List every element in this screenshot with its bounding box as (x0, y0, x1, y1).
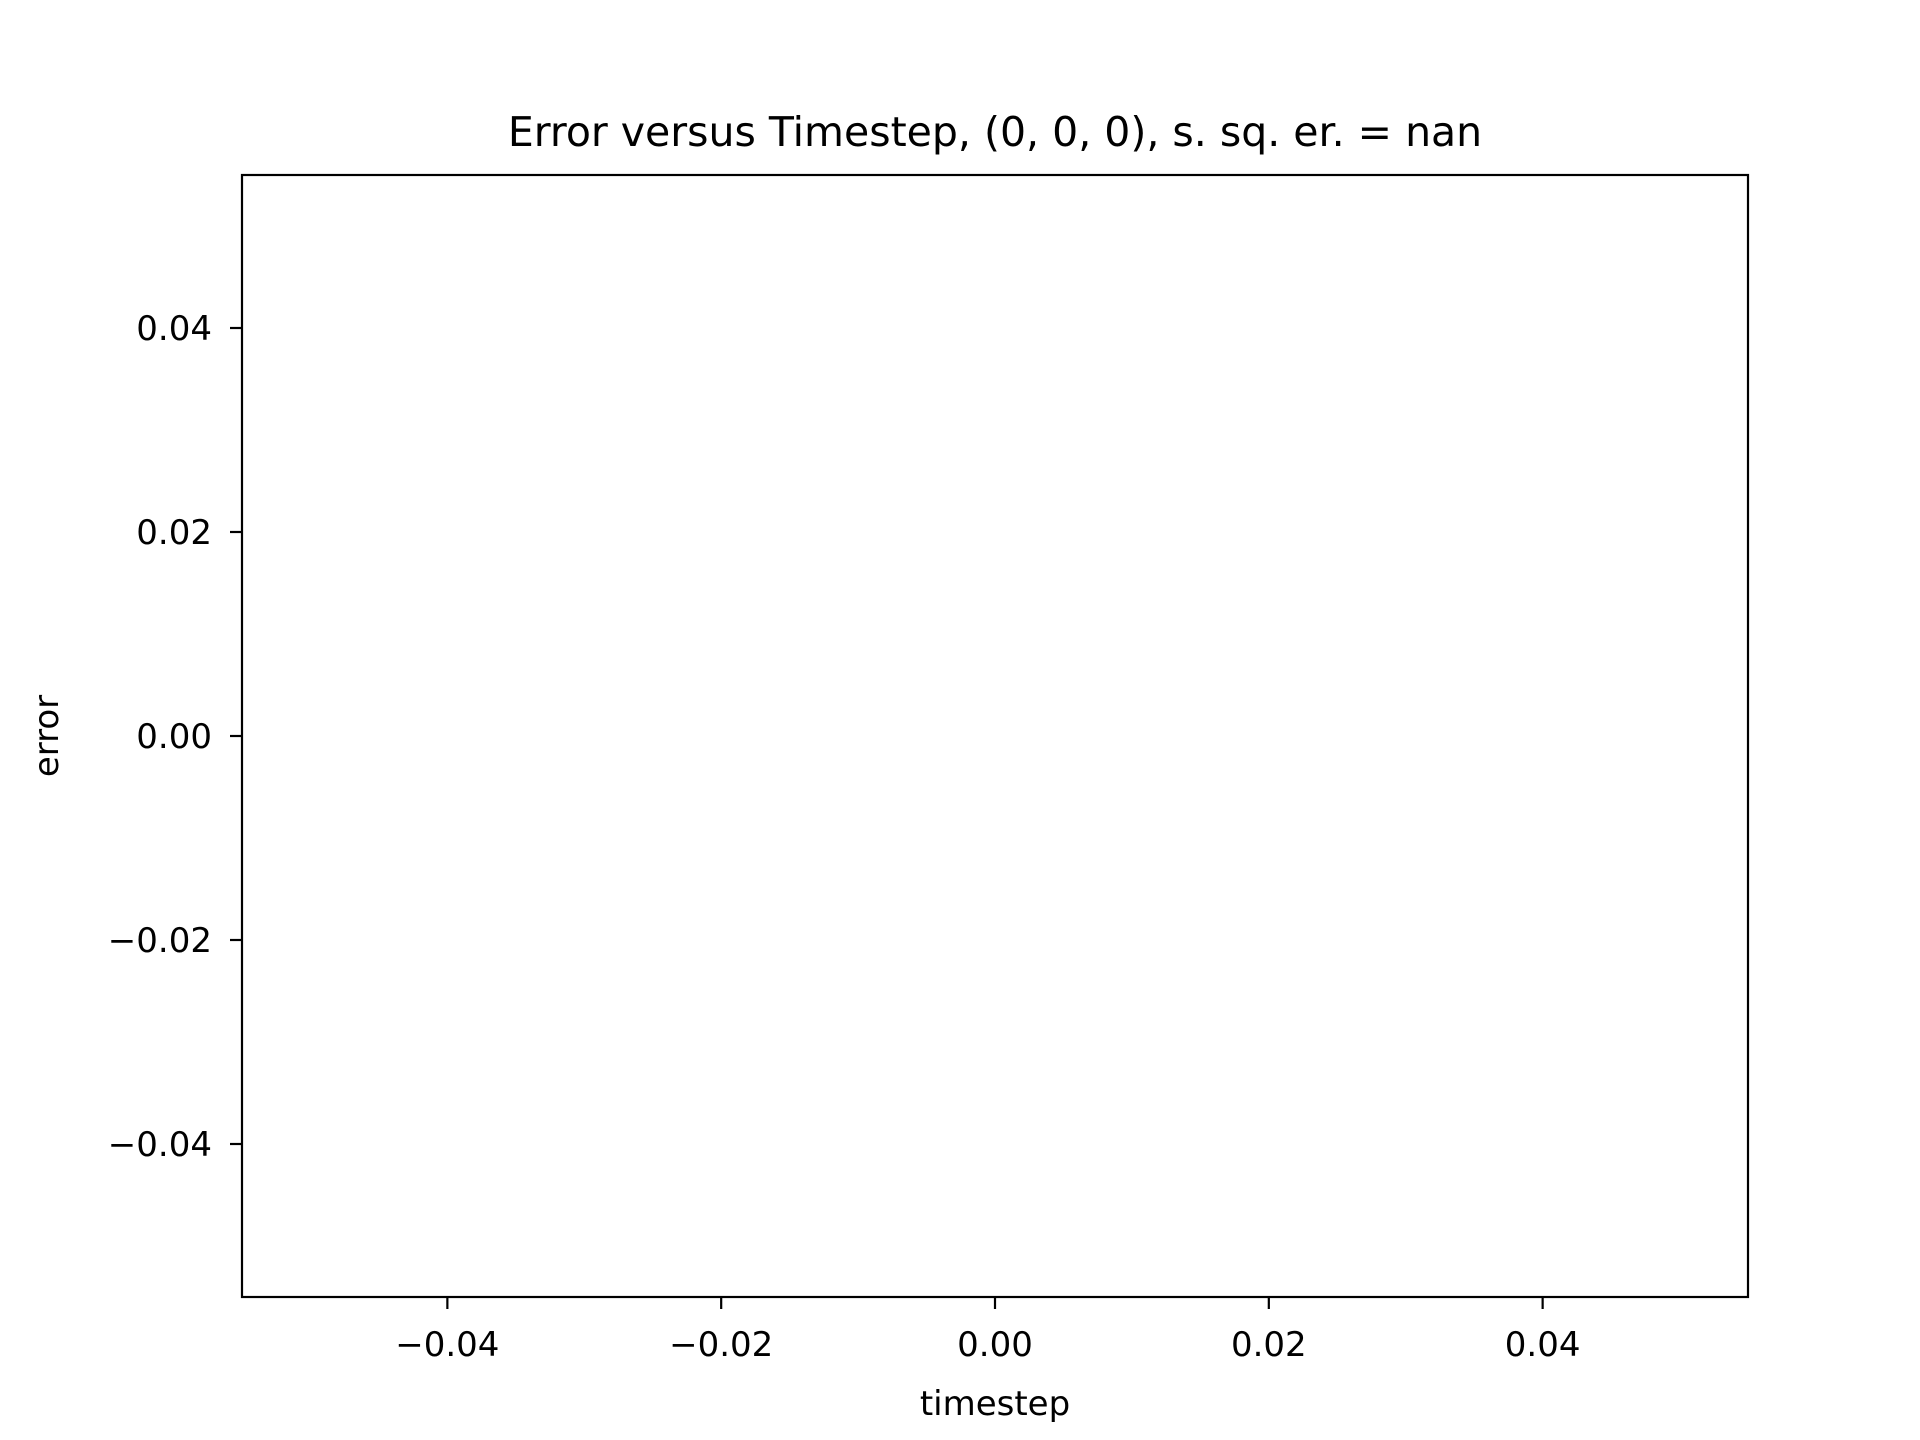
x-tick-label: 0.00 (957, 1325, 1033, 1365)
x-tick-label: −0.02 (669, 1325, 773, 1365)
x-axis-ticks: −0.04 −0.02 0.00 0.02 0.04 (395, 1297, 1580, 1365)
plot-frame (240, 173, 1750, 1299)
chart-title: Error versus Timestep, (0, 0, 0), s. sq.… (508, 108, 1482, 156)
y-tick-label: 0.02 (136, 513, 212, 553)
y-tick-label: −0.02 (108, 921, 212, 961)
y-axis-label: error (27, 695, 67, 777)
y-tick-label: 0.04 (136, 309, 212, 349)
x-tick-label: 0.04 (1505, 1325, 1581, 1365)
x-tick-label: 0.02 (1231, 1325, 1307, 1365)
y-tick-label: 0.00 (136, 717, 212, 757)
y-tick-label: −0.04 (108, 1125, 212, 1165)
y-axis-ticks: −0.04 −0.02 0.00 0.02 0.04 (108, 309, 242, 1165)
x-axis-label: timestep (920, 1384, 1070, 1424)
x-tick-label: −0.04 (395, 1325, 499, 1365)
